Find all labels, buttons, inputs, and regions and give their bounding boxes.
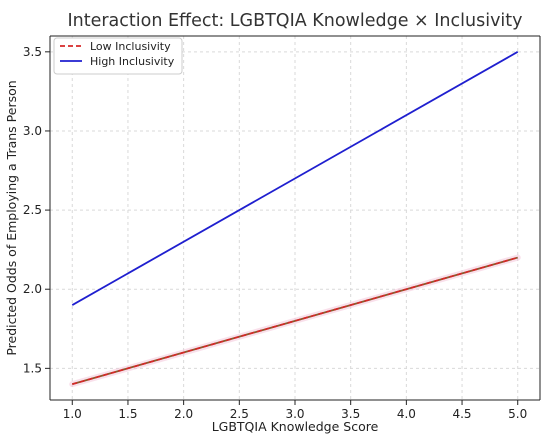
x-tick-label: 1.0	[63, 407, 82, 421]
plot-series	[69, 51, 521, 388]
y-axis-label: Predicted Odds of Employing a Trans Pers…	[4, 80, 19, 355]
chart-title: Interaction Effect: LGBTQIA Knowledge × …	[67, 11, 522, 31]
x-tick-label: 4.0	[397, 407, 416, 421]
y-tick-label: 3.5	[23, 45, 42, 59]
y-tick-label: 2.0	[23, 282, 42, 296]
x-axis-label: LGBTQIA Knowledge Score	[212, 419, 379, 434]
y-tick-label: 2.5	[23, 203, 42, 217]
high-inclusivity-line	[71, 51, 519, 306]
legend-box	[53, 37, 183, 75]
x-tick-label: 2.5	[230, 407, 249, 421]
x-tick-label: 2.0	[174, 407, 193, 421]
x-tick-label: 3.5	[341, 407, 360, 421]
x-tick-label: 1.5	[118, 407, 137, 421]
y-ticks: 1.5 2.0 2.5 3.0 3.5	[23, 45, 50, 375]
x-tick-label: 3.0	[285, 407, 304, 421]
x-ticks: 1.0 1.5 2.0 2.5 3.0 3.5 4.0 4.5 5.0	[63, 400, 527, 421]
grid-lines	[50, 36, 540, 400]
legend-label-high-inclusivity: High Inclusivity	[90, 55, 175, 68]
legend: Low Inclusivity High Inclusivity	[53, 37, 183, 75]
low-inclusivity-line	[72, 256, 518, 385]
y-tick-label: 1.5	[23, 361, 42, 375]
y-tick-label: 3.0	[23, 124, 42, 138]
legend-label-low-inclusivity: Low Inclusivity	[90, 40, 171, 53]
x-tick-label: 4.5	[452, 407, 471, 421]
x-tick-label: 5.0	[508, 407, 527, 421]
